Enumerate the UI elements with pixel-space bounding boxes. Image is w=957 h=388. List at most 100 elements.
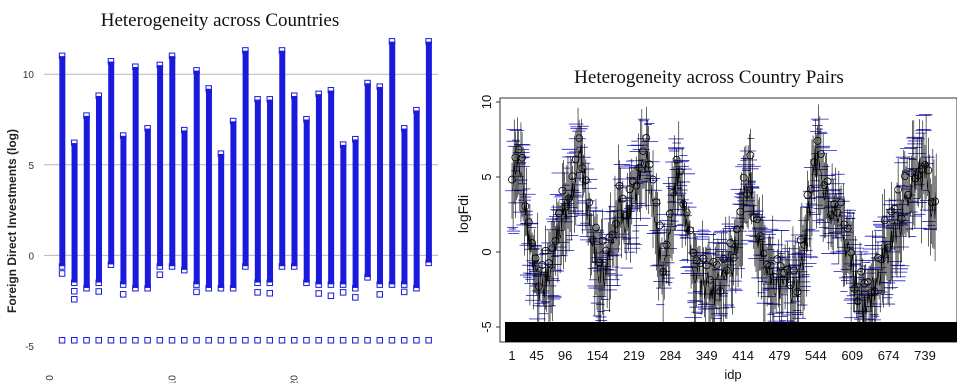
left-floor-marker [72,338,78,344]
left-column-dense [108,62,114,265]
right-y-tick-label: 10 [479,95,494,109]
left-y-tick-label: 5 [28,161,34,172]
left-column-dense [304,120,310,283]
left-marker [72,297,78,303]
left-marker [401,289,407,295]
left-floor-marker [353,338,359,344]
left-floor-marker [230,338,236,344]
left-column-dense [365,83,371,277]
left-marker [377,292,383,298]
left-marker [255,290,261,296]
right-x-tick-label: 96 [558,348,572,363]
right-dense-x-axis-band [505,322,957,342]
left-floor-marker [169,338,175,344]
left-column-dense [206,89,212,288]
left-markers [59,39,432,343]
left-column-dense [255,100,261,283]
left-marker [194,289,200,295]
left-floor-marker [96,338,102,344]
right-x-axis-label: idp [724,367,741,382]
right-y-tick-label: 5 [479,173,494,180]
left-floor-marker [267,338,273,344]
right-x-tick-label: 479 [769,348,791,363]
right-y-tick-label: -5 [479,321,494,333]
left-floor-marker [377,338,383,344]
left-y-axis-label: Foreign Direct Investments (log) [5,129,19,313]
right-x-tick-label: 544 [805,348,827,363]
right-x-tick-label: 609 [841,348,863,363]
right-chart: Heterogeneity across Country Pairs logFd… [455,67,957,382]
left-column-dense [414,110,420,288]
right-x-tick-label: 45 [529,348,543,363]
left-column-dense [267,100,273,283]
left-floor-marker [182,338,188,344]
left-column-dense [145,129,151,288]
right-chart-title: Heterogeneity across Country Pairs [574,67,844,88]
left-marker [316,291,322,297]
right-x-tick-label: 349 [696,348,718,363]
left-floor-marker [108,338,114,344]
right-y-tick-label: 0 [479,248,494,255]
left-column-dense [72,143,78,282]
left-chart: Heterogeneity across Countries Foreign D… [5,10,438,383]
left-floor-marker [157,338,163,344]
right-x-tick-label: 739 [914,348,936,363]
left-floor-marker [291,338,297,344]
left-column-dense [389,42,395,285]
left-marker [353,295,359,301]
left-floor-marker [59,338,65,344]
left-column-dense [169,56,175,266]
left-floor-marker [206,338,212,344]
right-x-tick-label: 1 [508,348,515,363]
left-floor-marker [328,338,334,344]
left-x-tick-label: 20 [289,375,300,383]
left-column-dense [401,129,407,285]
right-x-tick-label: 414 [732,348,754,363]
left-column-dense [59,56,65,266]
left-floor-marker [340,338,346,344]
left-marker [157,272,163,278]
left-marker [96,289,102,295]
left-column-dense [182,130,188,269]
left-marker [328,293,334,299]
left-column-dense [133,67,139,288]
left-floor-marker [194,338,200,344]
left-floor-marker [389,338,395,344]
left-column-dense [426,42,432,263]
left-floor-marker [120,338,126,344]
left-marker [120,292,126,298]
left-column-dense [328,91,334,285]
left-y-tick-label: 10 [23,70,35,81]
left-x-tick-label: 0 [45,375,56,381]
left-floor-marker [426,338,432,344]
left-column-dense [279,51,285,267]
left-floor-marker [145,338,151,344]
right-x-tick-label: 154 [587,348,609,363]
left-column-dense [218,154,224,288]
left-floor-marker [414,338,420,344]
left-chart-title: Heterogeneity across Countries [101,10,339,31]
left-x-tick-labels: 0 10 20 [45,375,300,383]
left-floor-marker [255,338,261,344]
right-x-tick-label: 219 [623,348,645,363]
left-floor-marker [133,338,139,344]
left-x-tick-label: 10 [167,375,178,383]
left-floor-marker [304,338,310,344]
left-column-dense [353,139,359,288]
left-column-dense [194,71,200,285]
right-y-axis-label: logFdi [455,195,471,233]
left-y-tick-label: 0 [28,251,34,262]
right-x-tick-label: 284 [660,348,682,363]
left-column-dense [243,51,249,267]
left-floor-marker [279,338,285,344]
left-marker [59,271,65,277]
left-column-dense [377,87,383,284]
left-column-dense [96,96,102,283]
left-column-dense [340,145,346,284]
left-column-dense [230,121,236,288]
left-column-dense [120,136,126,285]
